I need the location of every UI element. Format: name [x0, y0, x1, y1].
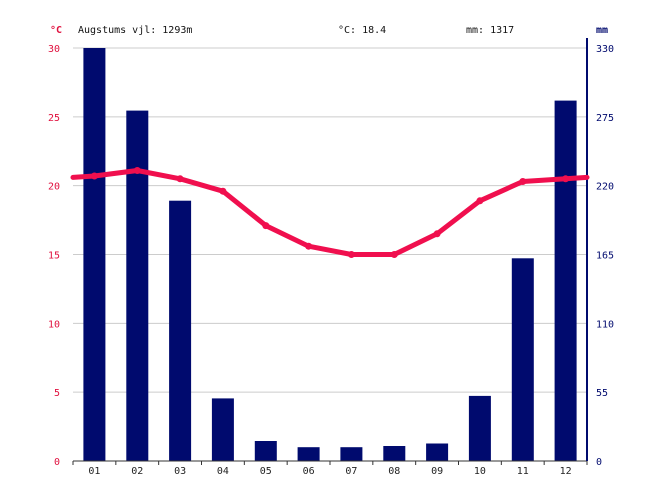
temperature-point-12 — [562, 175, 570, 183]
left-axis-tick-label: 5 — [54, 388, 60, 399]
precipitation-bar-12 — [554, 100, 577, 461]
precipitation-bar-09 — [426, 443, 449, 461]
right-axis-tick-label: 110 — [596, 319, 614, 330]
temperature-point-07 — [347, 251, 355, 258]
right-axis-tick-label: 165 — [596, 251, 614, 262]
precipitation-bars — [83, 48, 577, 461]
left-axis-tick-label: 20 — [48, 182, 60, 193]
precipitation-bar-01 — [83, 48, 106, 461]
temperature-point-04 — [219, 187, 227, 195]
precipitation-bar-02 — [126, 110, 149, 461]
x-axis-tick-label: 11 — [517, 466, 529, 477]
axes — [72, 38, 588, 465]
right-axis-unit: mm — [596, 25, 608, 36]
precipitation-bar-06 — [297, 447, 320, 461]
precipitation-bar-11 — [511, 258, 534, 461]
average-temperature-label: °C: 18.4 — [338, 25, 386, 36]
temperature-point-09 — [433, 230, 441, 238]
precipitation-bar-08 — [383, 446, 406, 461]
precipitation-bar-05 — [254, 441, 277, 461]
temperature-point-01 — [90, 172, 98, 180]
x-axis-tick-label: 08 — [388, 466, 400, 477]
left-axis-tick-label: 30 — [48, 44, 60, 55]
precipitation-bar-03 — [169, 200, 192, 461]
temperature-point-03 — [176, 175, 184, 183]
temperature-point-11 — [519, 178, 527, 185]
x-axis-tick-label: 06 — [303, 466, 315, 477]
temperature-point-05 — [262, 222, 270, 230]
left-axis-tick-label: 10 — [48, 319, 60, 330]
x-axis-tick-label: 07 — [345, 466, 357, 477]
x-axis-tick-label: 05 — [260, 466, 272, 477]
temperature-point-10 — [476, 197, 484, 205]
left-axis-tick-label: 25 — [48, 113, 60, 124]
x-axis-tick-label: 02 — [131, 466, 143, 477]
x-axis-tick-label: 10 — [474, 466, 486, 477]
tick-labels: 30 25 20 15 10 5 0 330 275 220 165 110 55 0 01 02 03 04 05… — [48, 44, 614, 477]
x-axis-tick-label: 03 — [174, 466, 186, 477]
temperature-point-02 — [133, 167, 141, 174]
x-axis-tick-label: 09 — [431, 466, 443, 477]
x-axis-tick-label: 04 — [217, 466, 229, 477]
temperature-point-08 — [390, 251, 398, 258]
right-axis-tick-label: 275 — [596, 113, 614, 124]
precipitation-bar-10 — [468, 395, 491, 461]
precipitation-bar-07 — [340, 447, 363, 461]
total-precipitation-label: mm: 1317 — [466, 25, 514, 36]
temperature-line — [70, 167, 590, 258]
right-axis-tick-label: 220 — [596, 182, 614, 193]
left-axis-unit: °C — [50, 25, 62, 36]
x-axis-tick-label: 12 — [560, 466, 572, 477]
right-axis-tick-label: 330 — [596, 44, 614, 55]
left-axis-tick-label: 15 — [48, 251, 60, 262]
temperature-point-06 — [305, 242, 313, 250]
right-axis-tick-label: 55 — [596, 388, 608, 399]
gridlines — [73, 47, 587, 393]
x-axis-tick-label: 01 — [88, 466, 100, 477]
temperature-polyline — [70, 168, 590, 257]
right-axis-tick-label: 0 — [596, 457, 602, 468]
altitude-label: Augstums vjl: 1293m — [78, 25, 192, 36]
left-axis-tick-label: 0 — [54, 457, 60, 468]
precipitation-bar-04 — [211, 398, 234, 461]
